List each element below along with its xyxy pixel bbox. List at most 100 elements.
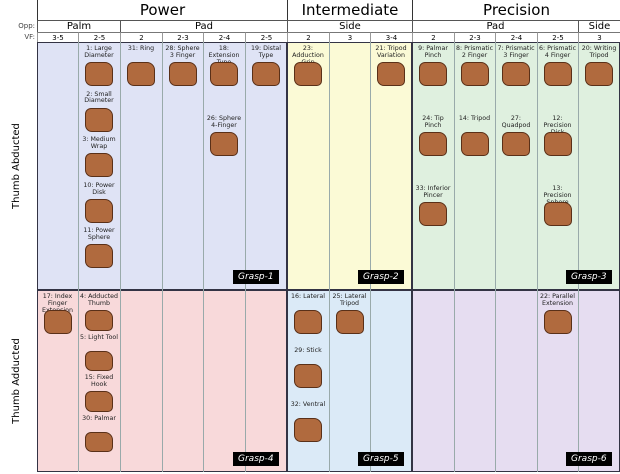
grasp-name: 28: Sphere 3 Finger <box>165 45 200 59</box>
virtual-finger: 3-5 <box>37 32 78 42</box>
virtual-finger: 3 <box>578 32 620 42</box>
hand-image <box>85 310 113 331</box>
grasp-name: 15: Fixed Hook <box>84 374 114 388</box>
grasp-name: 9: Palmar Pinch <box>418 45 448 59</box>
hand-image <box>210 132 238 156</box>
grasp-label: Grasp-4 <box>233 452 279 466</box>
hand-image <box>502 132 530 156</box>
hand-image <box>335 310 364 334</box>
hand-image <box>85 391 113 412</box>
grasp-name: 5: Light Tool <box>79 333 119 341</box>
hand-image <box>168 62 197 86</box>
grasp-name: 26: Sphere 4-Finger <box>206 115 242 129</box>
hand-image <box>543 62 572 86</box>
grasp-label: Grasp-3 <box>566 270 612 284</box>
hand-image <box>502 62 530 86</box>
grasp-name: 33: Inferior Pincer <box>415 185 451 199</box>
hand-image <box>210 62 238 86</box>
grasp-name: 8: Prismatic 2 Finger <box>455 45 494 59</box>
hand-image <box>294 364 322 388</box>
hand-image <box>85 107 113 132</box>
column-divider <box>454 42 455 290</box>
column-divider <box>203 290 204 472</box>
hand-image <box>377 62 405 86</box>
region <box>412 290 620 472</box>
column-divider <box>162 290 163 472</box>
virtual-finger: 2-4 <box>495 32 537 42</box>
hand-image <box>460 132 489 156</box>
opposition: Side <box>287 20 412 32</box>
opposition: Pad <box>412 20 578 32</box>
hand-image <box>294 418 322 442</box>
grasp-name: 19: Distal Type <box>250 45 282 59</box>
virtual-finger: 2 <box>287 32 329 42</box>
column-divider <box>370 290 371 472</box>
grasp-name: 4: Adducted Thumb <box>79 293 119 307</box>
column-divider <box>537 42 538 290</box>
grasp-label: Grasp-5 <box>358 452 404 466</box>
grasp-name: 2: Small Diameter <box>84 90 114 105</box>
virtual-finger: 3-4 <box>370 32 412 42</box>
hand-image <box>419 202 447 226</box>
hand-image <box>585 62 613 86</box>
column-divider <box>495 42 496 290</box>
grasp-name: 16: Lateral <box>290 293 326 300</box>
hand-image <box>127 62 155 86</box>
virtual-finger: 2-4 <box>203 32 245 42</box>
hand-image <box>543 310 572 334</box>
virtual-finger: 2-5 <box>537 32 578 42</box>
column-divider <box>329 42 330 290</box>
hand-image <box>85 62 113 86</box>
column-divider <box>454 290 455 472</box>
grasp-name: 10: Power Disk <box>83 181 115 196</box>
virtual-finger: 2 <box>120 32 162 42</box>
column-divider <box>537 290 538 472</box>
virtual-finger: 2-5 <box>245 32 287 42</box>
grasp-name: 31: Ring <box>127 45 155 52</box>
hand-image <box>543 132 572 156</box>
virtual-finger: 2 <box>412 32 454 42</box>
grasp-name: 24: Tip Pinch <box>422 115 444 129</box>
hand-image <box>252 62 280 86</box>
column-divider <box>162 42 163 290</box>
column-divider <box>329 290 330 472</box>
hand-image <box>85 431 113 452</box>
hand-image <box>419 132 447 156</box>
column-divider <box>370 42 371 290</box>
hand-image <box>43 310 72 334</box>
column-divider <box>578 42 579 290</box>
hand-image <box>543 202 572 226</box>
group-title: Power <box>37 0 287 20</box>
grasp-name: 1: Large Diameter <box>84 45 114 59</box>
grasp-name: 20: Writing Tripod <box>581 45 617 59</box>
virtual-finger: 2-5 <box>78 32 120 42</box>
opposition: Pad <box>120 20 287 32</box>
grasp-label: Grasp-1 <box>233 270 279 284</box>
hand-image <box>294 310 322 334</box>
opp-label: Opp: <box>18 22 35 30</box>
grasp-name: 22: Parallel Extension <box>539 293 576 307</box>
grasp-name: 14: Tripod <box>458 115 491 122</box>
grasp-name: 30: Palmar <box>82 414 116 422</box>
grasp-name: 7: Prismatic 3 Finger <box>497 45 535 59</box>
column-divider <box>495 290 496 472</box>
grasp-name: 32: Ventral <box>290 401 326 408</box>
grasp-label: Grasp-6 <box>566 452 612 466</box>
row-label: Thumb Abducted <box>11 123 22 209</box>
grasp-name: 11: Power Sphere <box>83 227 115 242</box>
hand-image <box>460 62 489 86</box>
grasp-name: 6: Prismatic 4 Finger <box>538 45 577 59</box>
group-title: Precision <box>412 0 620 20</box>
column-divider <box>245 42 246 290</box>
opposition: Side <box>578 20 620 32</box>
grasp-label: Grasp-2 <box>358 270 404 284</box>
column-divider <box>78 42 79 290</box>
opposition: Palm <box>37 20 120 32</box>
hand-image <box>85 350 113 371</box>
hand-image <box>419 62 447 86</box>
vf-label: VF: <box>24 33 35 41</box>
grasp-name: 29: Stick <box>294 347 322 354</box>
column-divider <box>78 290 79 472</box>
column-divider <box>578 290 579 472</box>
column-divider <box>120 42 121 290</box>
